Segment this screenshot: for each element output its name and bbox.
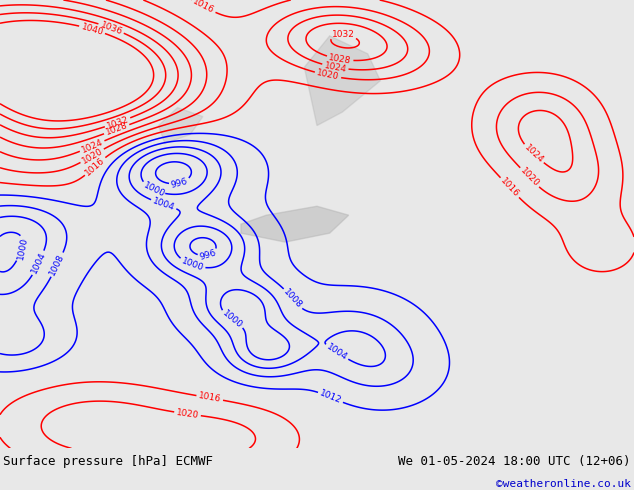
Text: 1000: 1000 <box>220 309 243 331</box>
Text: 1004: 1004 <box>30 251 48 275</box>
Text: 1016: 1016 <box>84 155 107 177</box>
Text: Surface pressure [hPa] ECMWF: Surface pressure [hPa] ECMWF <box>3 455 213 468</box>
Polygon shape <box>241 206 349 242</box>
Text: 1020: 1020 <box>176 408 200 420</box>
Polygon shape <box>304 36 380 125</box>
Text: 1020: 1020 <box>518 166 541 189</box>
Text: 1000: 1000 <box>180 257 205 273</box>
Text: 1016: 1016 <box>498 176 521 199</box>
Text: 1028: 1028 <box>328 53 352 66</box>
Text: 1016: 1016 <box>191 0 216 16</box>
Text: 996: 996 <box>198 248 217 262</box>
Text: 1032: 1032 <box>105 115 130 130</box>
Text: 1004: 1004 <box>152 196 176 213</box>
Text: 1024: 1024 <box>323 61 347 74</box>
Text: 1004: 1004 <box>325 342 349 362</box>
Text: 1036: 1036 <box>99 20 124 36</box>
Text: 1024: 1024 <box>522 143 545 165</box>
Text: 1024: 1024 <box>80 138 105 155</box>
Text: 1016: 1016 <box>198 392 222 404</box>
Text: 1000: 1000 <box>141 181 166 199</box>
Text: We 01-05-2024 18:00 UTC (12+06): We 01-05-2024 18:00 UTC (12+06) <box>398 455 631 468</box>
Text: 1008: 1008 <box>281 288 304 310</box>
Text: 1040: 1040 <box>80 22 105 37</box>
Text: 1020: 1020 <box>316 69 340 82</box>
Text: 1012: 1012 <box>318 389 343 406</box>
Text: ©weatheronline.co.uk: ©weatheronline.co.uk <box>496 479 631 489</box>
Text: 1000: 1000 <box>16 236 29 261</box>
Text: 1028: 1028 <box>105 121 129 137</box>
Text: 1020: 1020 <box>80 146 105 166</box>
Text: 1008: 1008 <box>48 252 67 277</box>
Text: 996: 996 <box>170 176 189 190</box>
Polygon shape <box>158 108 203 144</box>
Text: 1032: 1032 <box>332 30 354 40</box>
